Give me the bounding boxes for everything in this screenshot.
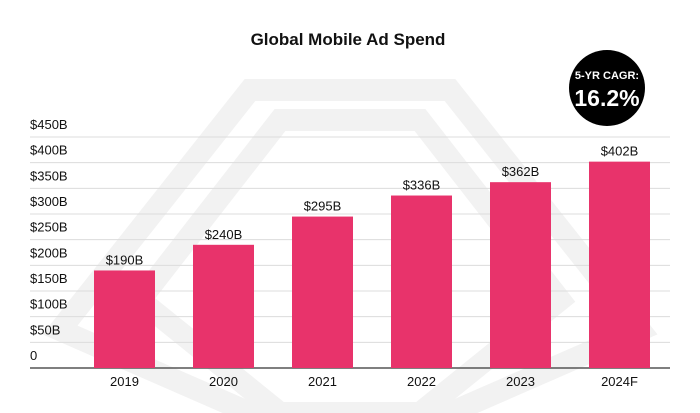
chart-title: Global Mobile Ad Spend [251, 30, 446, 49]
x-tick-label: 2022 [407, 374, 436, 389]
y-tick-label: $50B [30, 322, 60, 337]
data-label: $240B [205, 227, 243, 242]
x-tick-label: 2021 [308, 374, 337, 389]
y-tick-label: $400B [30, 143, 68, 158]
bar-2024F [589, 161, 650, 368]
y-tick-label: $100B [30, 297, 68, 312]
bar-2022 [391, 195, 452, 368]
y-tick-label: 0 [30, 348, 37, 363]
y-tick-label: $450B [30, 117, 68, 132]
data-label: $362B [502, 164, 540, 179]
x-tick-label: 2020 [209, 374, 238, 389]
y-tick-label: $300B [30, 194, 68, 209]
cagr-badge-label: 5-YR CAGR: [575, 70, 639, 82]
data-label: $402B [601, 144, 639, 159]
bar-2019 [94, 270, 155, 368]
y-tick-label: $200B [30, 245, 68, 260]
bar-2023 [490, 182, 551, 368]
x-tick-label: 2019 [110, 374, 139, 389]
cagr-badge-value: 16.2% [574, 85, 639, 111]
y-tick-label: $350B [30, 168, 68, 183]
x-tick-label: 2023 [506, 374, 535, 389]
bar-2021 [292, 216, 353, 368]
x-tick-label: 2024F [601, 374, 638, 389]
cagr-badge: 5-YR CAGR: 16.2% [569, 50, 645, 126]
data-label: $295B [304, 199, 342, 214]
data-label: $190B [106, 252, 144, 267]
y-tick-label: $150B [30, 271, 68, 286]
data-label: $336B [403, 178, 441, 193]
cagr-badge-circle [569, 50, 645, 126]
bar-2020 [193, 244, 254, 368]
y-tick-label: $250B [30, 220, 68, 235]
